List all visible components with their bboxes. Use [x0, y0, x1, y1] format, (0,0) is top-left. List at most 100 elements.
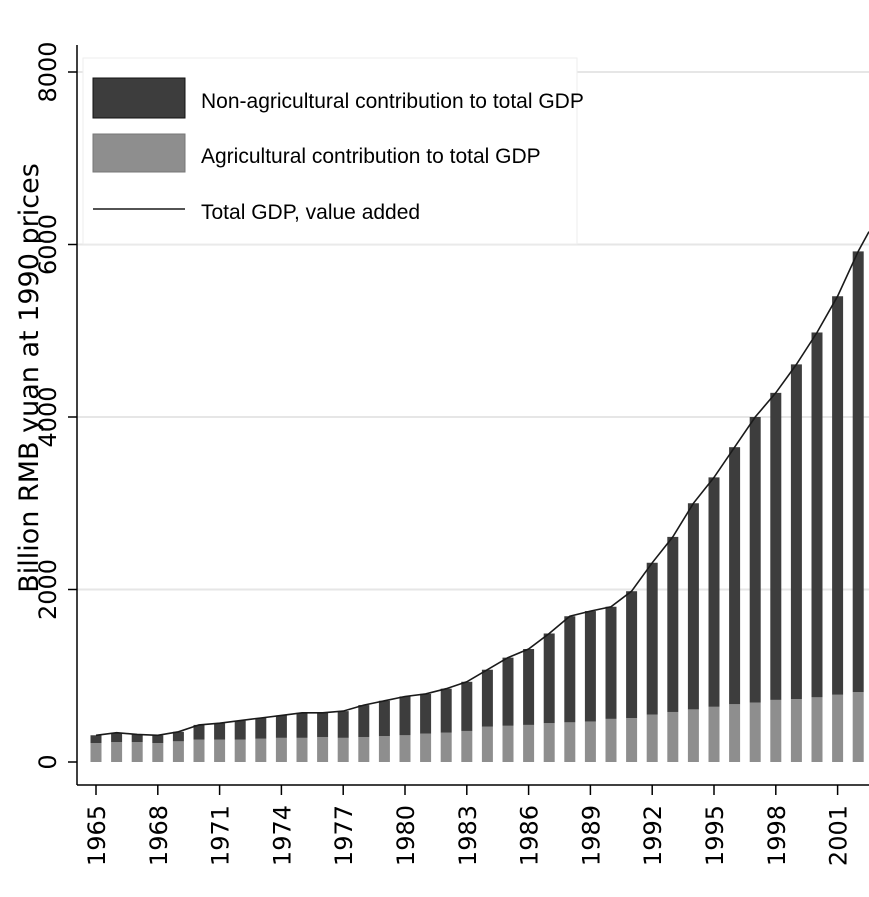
bar-agricultural-1981: [420, 733, 432, 762]
x-tick-label-1995: 1995: [701, 805, 729, 866]
bar-agricultural-1986: [523, 724, 535, 762]
bar-non-agricultural-1996: [729, 447, 741, 705]
x-tick-label-1986: 1986: [516, 805, 544, 866]
bar-non-agricultural-1971: [214, 723, 226, 740]
bar-agricultural-1977: [337, 737, 349, 762]
bar-non-agricultural-2001: [832, 296, 844, 695]
bar-non-agricultural-1973: [255, 718, 267, 739]
bar-non-agricultural-1985: [502, 657, 514, 726]
bar-agricultural-1972: [234, 739, 246, 762]
axes: [76, 45, 869, 786]
y-tick-label-8000: 8000: [34, 41, 62, 102]
x-tick-label-1980: 1980: [392, 805, 420, 866]
x-tick-label-1974: 1974: [268, 805, 296, 866]
bar-non-agricultural-1969: [172, 731, 184, 742]
legend: Non-agricultural contribution to total G…: [82, 57, 584, 245]
bar-agricultural-1973: [255, 738, 267, 762]
bar-agricultural-1965: [90, 743, 102, 762]
legend-label-non-agricultural: Non-agricultural contribution to total G…: [201, 90, 584, 113]
bar-non-agricultural-1972: [234, 720, 246, 740]
bar-agricultural-1968: [152, 743, 164, 762]
bar-non-agricultural-1980: [399, 696, 411, 736]
bars: [90, 251, 864, 762]
y-tick-label-2000: 2000: [34, 559, 62, 620]
bar-agricultural-1984: [481, 726, 493, 762]
bar-agricultural-2001: [832, 694, 844, 762]
bar-non-agricultural-1990: [605, 606, 617, 719]
bar-agricultural-1982: [440, 732, 452, 762]
y-tick-labels: 0 2000 4000 6000 8000: [34, 41, 77, 770]
bar-agricultural-1970: [193, 739, 205, 762]
x-tick-label-1977: 1977: [330, 805, 358, 866]
bar-agricultural-1976: [317, 736, 329, 762]
x-tick-label-1968: 1968: [145, 805, 173, 866]
bar-non-agricultural-1977: [337, 711, 349, 738]
x-tick-label-1998: 1998: [763, 805, 791, 866]
bar-agricultural-1975: [296, 737, 308, 762]
bar-non-agricultural-1967: [131, 734, 143, 743]
bar-agricultural-1993: [667, 711, 679, 762]
bar-agricultural-1997: [749, 702, 761, 762]
bar-agricultural-1995: [708, 706, 720, 762]
bar-agricultural-2000: [811, 697, 823, 762]
bar-non-agricultural-1965: [90, 735, 102, 744]
bar-agricultural-1994: [687, 709, 699, 762]
bar-non-agricultural-1994: [687, 503, 699, 710]
bar-non-agricultural-2000: [811, 332, 823, 698]
x-tick-label-2001: 2001: [825, 805, 853, 866]
bar-non-agricultural-1979: [378, 700, 390, 737]
bar-non-agricultural-1993: [667, 536, 679, 712]
bar-agricultural-1996: [729, 704, 741, 762]
bar-agricultural-1989: [584, 721, 596, 762]
x-tick-label-1992: 1992: [639, 805, 667, 866]
x-tick-label-1965: 1965: [83, 805, 111, 866]
bar-non-agricultural-1975: [296, 712, 308, 738]
bar-non-agricultural-1989: [584, 611, 596, 722]
bar-agricultural-1974: [275, 737, 287, 762]
bar-agricultural-1987: [543, 723, 555, 762]
bar-non-agricultural-1995: [708, 477, 720, 707]
legend-swatch-non-agricultural: [92, 77, 186, 119]
bar-non-agricultural-1970: [193, 724, 205, 740]
bar-non-agricultural-1986: [523, 649, 535, 725]
bar-non-agricultural-1974: [275, 715, 287, 738]
bar-non-agricultural-1998: [770, 392, 782, 700]
bar-non-agricultural-1966: [111, 732, 123, 743]
bar-agricultural-1991: [626, 718, 638, 762]
bar-non-agricultural-1997: [749, 417, 761, 703]
bar-agricultural-1999: [790, 699, 802, 762]
bar-non-agricultural-1991: [626, 591, 638, 719]
total-gdp-line: [95, 231, 869, 737]
bar-agricultural-1992: [646, 714, 658, 762]
bar-agricultural-1978: [358, 736, 370, 762]
bar-agricultural-1990: [605, 718, 617, 762]
bar-agricultural-1985: [502, 725, 514, 762]
x-tick-label-1971: 1971: [207, 805, 235, 866]
y-axis-title: Billion RMB yuan at 1990 prices: [14, 163, 45, 593]
bar-agricultural-1983: [461, 730, 473, 762]
bar-agricultural-1969: [172, 741, 184, 762]
bar-non-agricultural-1983: [461, 681, 473, 731]
total-gdp-polyline: [95, 231, 869, 737]
bar-agricultural-1998: [770, 699, 782, 762]
bar-agricultural-1988: [564, 722, 576, 762]
bar-non-agricultural-1968: [152, 735, 164, 744]
bar-non-agricultural-1982: [440, 688, 452, 733]
bar-non-agricultural-1992: [646, 562, 658, 715]
bar-agricultural-1966: [111, 742, 123, 762]
bar-non-agricultural-1988: [564, 616, 576, 723]
bar-agricultural-1980: [399, 735, 411, 762]
x-tick-label-1983: 1983: [454, 805, 482, 866]
bar-non-agricultural-1976: [317, 712, 329, 737]
bar-non-agricultural-1981: [420, 693, 432, 734]
bar-agricultural-2002: [852, 692, 864, 762]
bar-non-agricultural-1978: [358, 705, 370, 737]
x-tick-labels: 1965 1968 1971 1974 1977 1980 1983 1986 1989 1992…: [83, 785, 853, 866]
bar-agricultural-1967: [131, 742, 143, 762]
bar-agricultural-1979: [378, 736, 390, 762]
y-tick-label-6000: 6000: [34, 214, 62, 275]
x-tick-label-1989: 1989: [577, 805, 605, 866]
legend-swatch-agricultural: [92, 133, 186, 173]
y-tick-label-0: 0: [34, 754, 62, 769]
